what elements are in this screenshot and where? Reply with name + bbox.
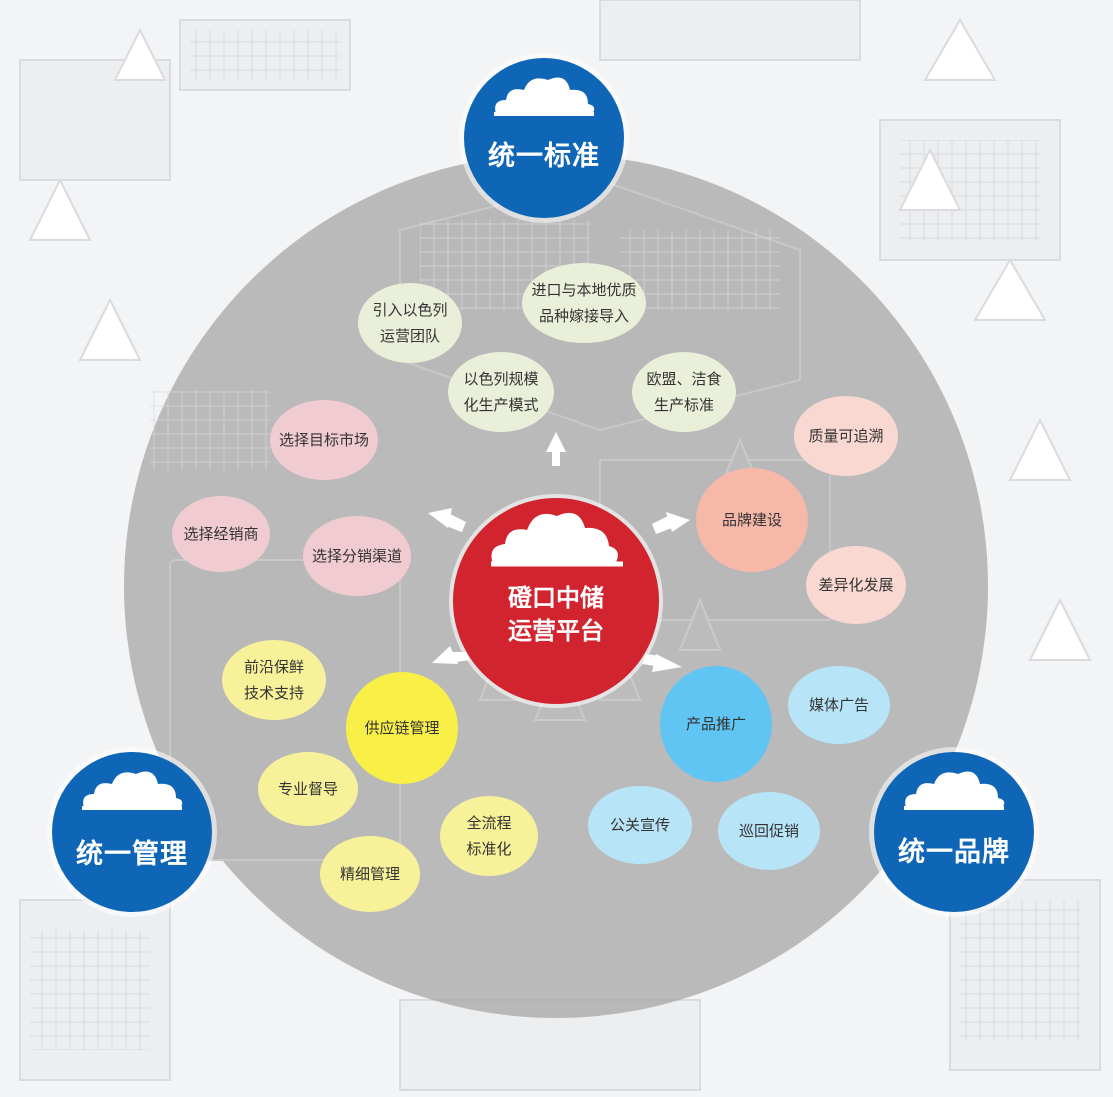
bubble-text: 进口与本地优质 品种嫁接导入 <box>531 281 637 325</box>
bubble-promotion: 产品推广 <box>660 666 772 782</box>
bubble-israel-model: 以色列规模 化生产模式 <box>448 352 554 432</box>
bubble-import-varieties: 进口与本地优质 品种嫁接导入 <box>522 263 646 343</box>
bubble-text: 公关宣传 <box>609 816 670 834</box>
bubble-text: 以色列规模 化生产模式 <box>463 370 539 414</box>
bubble-text: 欧盟、洁食 生产标准 <box>646 370 722 414</box>
bubble-text: 选择目标市场 <box>278 431 369 449</box>
bubble-text: 产品推广 <box>685 715 746 733</box>
cloud-icon <box>904 771 1005 810</box>
cloud-icon <box>491 512 623 567</box>
bubble-channels: 选择分销渠道 <box>303 516 411 596</box>
center-platform: 磴口中储 运营平台 <box>453 498 659 704</box>
bubble-standardization: 全流程 标准化 <box>440 796 538 876</box>
bubble-distributor: 选择经销商 <box>172 496 270 572</box>
bubble-text: 前沿保鲜 技术支持 <box>243 658 304 702</box>
bubble-target-market: 选择目标市场 <box>270 400 378 480</box>
corner-label: 统一标准 <box>488 141 600 172</box>
bubble-text: 质量可追溯 <box>808 427 884 445</box>
bubble-text: 巡回促销 <box>738 822 799 840</box>
bubble-supervision: 专业督导 <box>258 752 358 826</box>
bubble-differentiation: 差异化发展 <box>806 546 906 624</box>
cloud-icon <box>494 77 595 116</box>
bubble-media-ads: 媒体广告 <box>788 666 890 744</box>
corner-unified-brand: 统一品牌 <box>874 752 1034 912</box>
bubble-text: 供应链管理 <box>364 719 440 737</box>
bubble-roadshow: 巡回促销 <box>718 792 820 870</box>
bubble-text: 引入以色列 运营团队 <box>372 301 448 345</box>
corner-unified-standard: 统一标准 <box>464 58 624 218</box>
bubble-text: 全流程 标准化 <box>466 814 512 858</box>
bubble-text: 专业督导 <box>277 780 338 798</box>
bubble-text: 差异化发展 <box>818 576 894 594</box>
corner-label: 统一管理 <box>76 839 188 870</box>
bubble-text: 品牌建设 <box>721 511 782 529</box>
bubble-intro-team: 引入以色列 运营团队 <box>358 283 462 363</box>
corner-label: 统一品牌 <box>898 837 1010 868</box>
bubble-text: 精细管理 <box>339 865 400 883</box>
bubble-brand-building: 品牌建设 <box>696 468 808 572</box>
bubble-quality-trace: 质量可追溯 <box>794 396 898 476</box>
corner-unified-management: 统一管理 <box>52 752 212 912</box>
bubble-pr: 公关宣传 <box>588 786 692 864</box>
bubble-fresh-tech: 前沿保鲜 技术支持 <box>222 640 326 720</box>
bubble-supply-chain: 供应链管理 <box>346 672 458 784</box>
bubble-fine-management: 精细管理 <box>320 836 420 912</box>
bubble-text: 选择经销商 <box>183 525 259 543</box>
center-label: 磴口中储 运营平台 <box>508 584 604 645</box>
arrow-icon <box>428 432 690 672</box>
bubble-text: 选择分销渠道 <box>311 547 402 565</box>
bubble-text: 媒体广告 <box>808 696 869 714</box>
cloud-icon <box>82 771 183 810</box>
bubble-eu-standard: 欧盟、洁食 生产标准 <box>632 352 736 432</box>
